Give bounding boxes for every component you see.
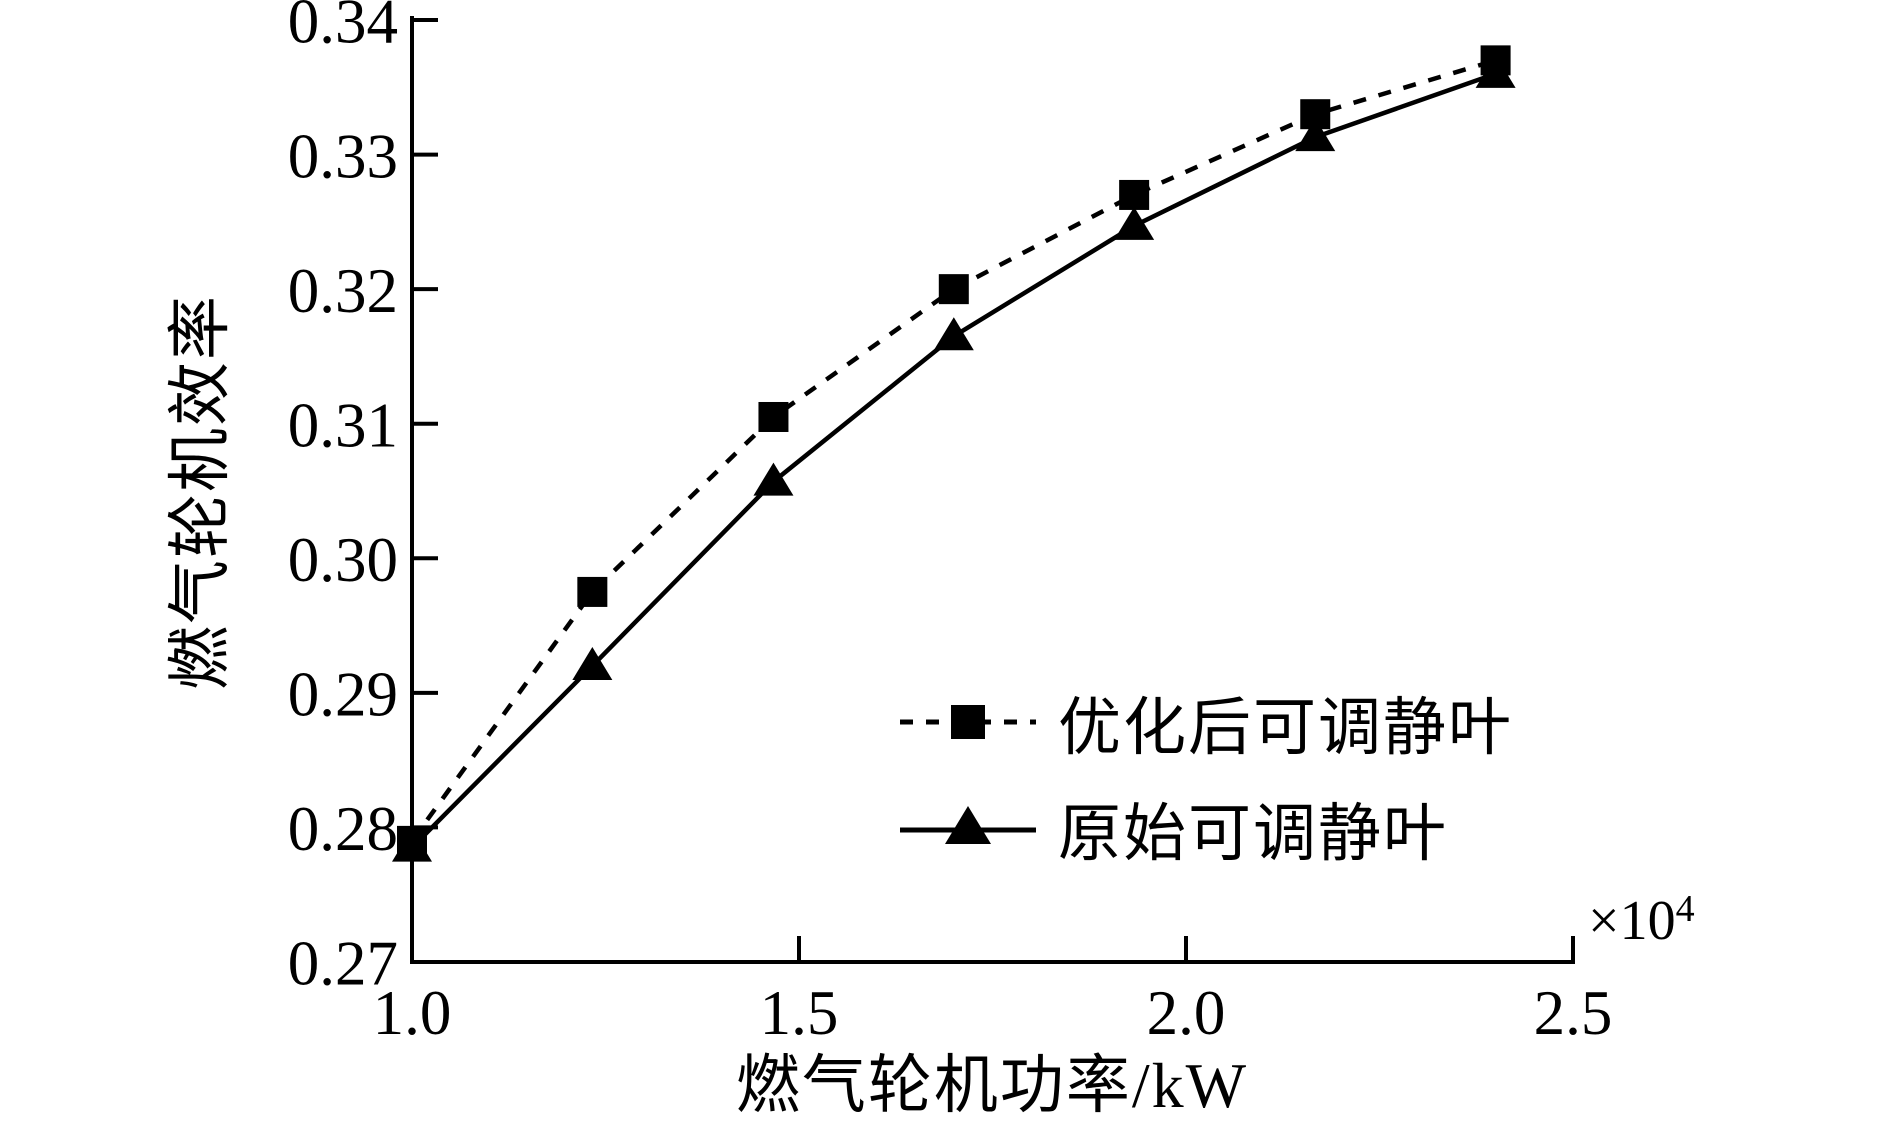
data-point-triangle: [933, 317, 974, 351]
legend-entry-optimized: 优化后可调静叶: [898, 676, 1513, 768]
y-tick-label: 0.27: [288, 929, 398, 999]
y-tick-label: 0.30: [288, 525, 398, 595]
y-tick-label: 0.33: [288, 121, 398, 191]
legend-entry-original: 原始可调静叶: [898, 782, 1513, 874]
data-point-triangle: [1114, 206, 1155, 240]
data-point-triangle: [753, 462, 794, 496]
data-point-square: [577, 576, 608, 607]
data-point-square: [1119, 179, 1150, 210]
legend-dotted-line-sample: [900, 705, 1036, 739]
legend-triangle-marker-icon: [945, 806, 991, 844]
legend-label-optimized: 优化后可调静叶: [1058, 692, 1513, 763]
legend: 优化后可调静叶 原始可调静叶: [898, 676, 1513, 874]
y-tick-label: 0.31: [288, 390, 398, 460]
legend-solid-line-sample: [900, 806, 1036, 844]
y-tick-label: 0.32: [288, 256, 398, 326]
x-tick-label: 2.5: [1534, 978, 1613, 1048]
x-axis-label: 燃气轮机功率/kW: [735, 1050, 1249, 1121]
legend-label-original: 原始可调静叶: [1058, 798, 1448, 869]
data-point-square: [758, 401, 789, 432]
x-tick-label: 2.0: [1147, 978, 1226, 1048]
x-axis-offset-text: ×104: [1588, 887, 1695, 953]
data-point-square: [938, 274, 969, 305]
x-tick-label: 1.0: [373, 978, 452, 1048]
x-tick-label: 1.5: [760, 978, 839, 1048]
y-tick-label: 0.29: [288, 660, 398, 730]
y-tick-label: 0.34: [288, 0, 398, 57]
data-point-triangle: [1295, 118, 1336, 152]
data-point-triangle: [572, 646, 613, 680]
offset-exponent: 4: [1675, 888, 1695, 930]
data-point-triangle: [392, 828, 432, 862]
y-tick-label: 0.28: [288, 794, 398, 864]
legend-square-marker-icon: [951, 705, 985, 739]
offset-base: ×10: [1588, 890, 1676, 952]
data-point-triangle: [1475, 54, 1516, 88]
y-axis-label: 燃气轮机效率: [165, 294, 236, 690]
